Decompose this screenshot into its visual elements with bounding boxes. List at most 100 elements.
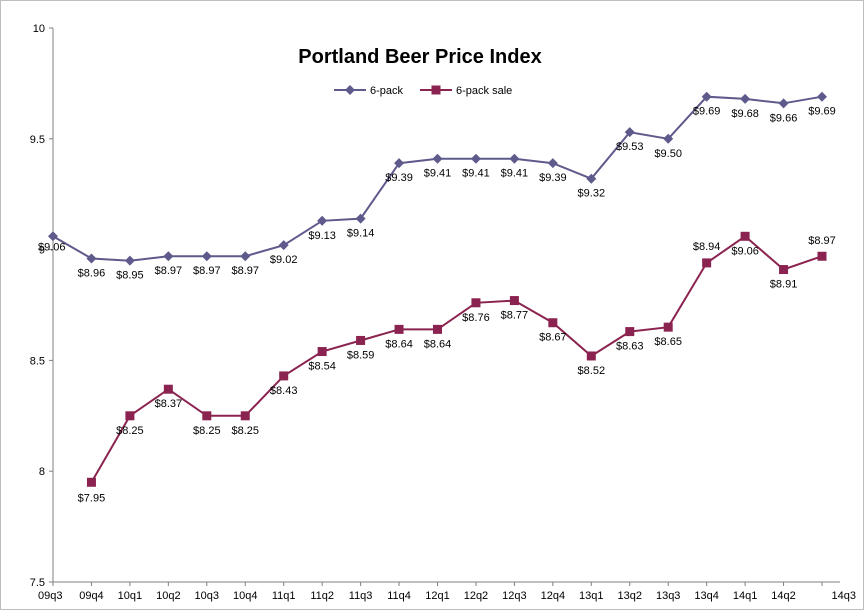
data-point-6-pack-12q3 (509, 153, 520, 164)
x-tick-label-14q2: 14q2 (771, 590, 795, 602)
data-label-6-pack-09q4: $8.96 (78, 267, 106, 279)
y-tick-label: 8.5 (30, 355, 45, 367)
x-tick-label-11q2: 11q2 (310, 590, 334, 602)
data-point-6-pack-sale-10q2 (163, 384, 173, 394)
data-label-6-pack-11q1: $9.02 (270, 254, 298, 266)
data-labels: $9.06 $8.96 $8.95 $8.97 $8.97 $8.97 $9.02 $9.13… (38, 106, 836, 505)
y-tick-label: 10 (33, 23, 45, 35)
x-tick-label-12q4: 12q4 (541, 590, 565, 602)
x-tick-label-10q2: 10q2 (156, 590, 180, 602)
x-tick-label-14q1: 14q1 (733, 590, 757, 602)
data-label-6-pack-14q3: $9.69 (808, 106, 836, 118)
data-point-6-pack-13q1 (586, 173, 597, 184)
x-tick-label-13q1: 13q1 (579, 590, 603, 602)
data-label-6-pack-13q3: $9.50 (654, 148, 682, 160)
series-markers (48, 91, 827, 487)
data-point-6-pack-12q1 (432, 153, 443, 164)
data-label-6-pack-13q2: $9.53 (616, 141, 644, 153)
series-line-6-pack-sale (90, 235, 823, 483)
data-label-6-pack-sale-13q1: $8.52 (578, 365, 606, 377)
x-tick-label-14q3: 14q3 (832, 590, 856, 602)
x-tick-label-11q1: 11q1 (272, 590, 296, 602)
x-tick-label-09q4: 09q4 (79, 590, 103, 602)
data-label-6-pack-sale-11q4: $8.64 (385, 338, 413, 350)
data-point-6-pack-sale-12q1 (433, 324, 442, 334)
data-point-6-pack-10q4 (240, 251, 251, 262)
legend-marker-6-pack-sale (431, 85, 441, 95)
data-point-6-pack-09q4 (86, 253, 97, 264)
x-tick-label-13q2: 13q2 (618, 590, 642, 602)
data-point-6-pack-sale-10q3 (202, 411, 212, 421)
y-axis-ticks: 7.5 8 8.5 9 9.5 10 (30, 23, 53, 589)
data-label-6-pack-sale-10q2: $8.37 (155, 398, 183, 410)
data-label-6-pack-14q1: $9.68 (731, 108, 759, 120)
data-point-6-pack-sale-14q3 (817, 251, 827, 261)
data-point-6-pack-sale-11q2 (317, 347, 327, 357)
data-label-6-pack-sale-12q3: $8.77 (501, 310, 529, 322)
data-point-6-pack-14q1 (740, 93, 751, 104)
data-label-6-pack-13q4: $9.69 (693, 106, 721, 118)
data-point-6-pack-14q3 (817, 91, 827, 102)
data-label-6-pack-sale-10q1: $8.25 (116, 425, 144, 437)
data-point-6-pack-sale-10q1 (125, 411, 135, 421)
data-point-6-pack-sale-09q4 (86, 477, 96, 487)
data-label-6-pack-11q2: $9.13 (308, 230, 336, 242)
data-point-6-pack-13q3 (663, 133, 674, 144)
data-point-6-pack-13q4 (701, 91, 712, 102)
data-point-6-pack-sale-10q4 (240, 411, 250, 421)
x-tick-label-13q4: 13q4 (694, 590, 718, 602)
x-tick-label-11q4: 11q4 (387, 590, 411, 602)
x-tick-label-10q3: 10q3 (195, 590, 219, 602)
data-point-6-pack-sale-11q1 (279, 371, 289, 381)
data-point-6-pack-sale-12q3 (509, 296, 519, 306)
data-point-6-pack-sale-14q2 (779, 265, 789, 275)
chart-title: Portland Beer Price Index (298, 46, 541, 68)
data-point-6-pack-09q3 (48, 231, 58, 242)
x-tick-label-10q1: 10q1 (118, 590, 142, 602)
data-label-6-pack-10q3: $8.97 (193, 265, 221, 277)
data-point-6-pack-11q3 (355, 213, 366, 224)
x-tick-label-10q4: 10q4 (233, 590, 257, 602)
data-label-6-pack-10q2: $8.97 (155, 265, 183, 277)
data-label-6-pack-sale-13q3: $8.65 (654, 336, 682, 348)
x-tick-label-12q1: 12q1 (425, 590, 449, 602)
data-label-6-pack-11q3: $9.14 (347, 228, 375, 240)
data-label-6-pack-sale-11q3: $8.59 (347, 349, 375, 361)
data-point-6-pack-13q2 (624, 127, 635, 138)
y-tick-label: 9 (39, 245, 45, 257)
legend: 6-pack 6-pack sale (334, 85, 512, 97)
data-point-6-pack-sale-11q3 (356, 335, 366, 345)
data-label-6-pack-09q3: $9.06 (38, 241, 66, 253)
data-label-6-pack-12q1: $9.41 (424, 168, 452, 180)
data-label-6-pack-sale-14q3: $8.97 (808, 235, 836, 247)
data-point-6-pack-11q4 (394, 158, 405, 169)
x-tick-label-13q3: 13q3 (656, 590, 680, 602)
legend-label-6-pack-sale: 6-pack sale (456, 85, 512, 97)
data-label-6-pack-12q4: $9.39 (539, 172, 567, 184)
data-label-6-pack-13q1: $9.32 (578, 188, 606, 200)
legend-label-6-pack: 6-pack (370, 85, 404, 97)
data-label-6-pack-sale-12q2: $8.76 (462, 312, 490, 324)
data-label-6-pack-sale-13q4: $8.94 (693, 241, 721, 253)
x-tick-label-09q3: 09q3 (38, 590, 62, 602)
data-point-6-pack-sale-11q4 (394, 324, 404, 334)
x-axis-ticks: 09q3 09q4 10q1 10q2 10q3 10q4 11q1 11q2 11q3 11q4… (38, 582, 856, 602)
y-tick-label: 9.5 (30, 134, 45, 146)
data-label-6-pack-sale-10q3: $8.25 (193, 425, 221, 437)
x-tick-label-12q3: 12q3 (502, 590, 526, 602)
data-point-6-pack-10q2 (163, 251, 174, 262)
legend-marker-6-pack (345, 85, 355, 95)
data-point-6-pack-sale-14q1 (740, 231, 750, 241)
data-point-6-pack-sale-12q4 (548, 318, 558, 328)
data-point-6-pack-10q3 (201, 251, 212, 262)
data-label-6-pack-sale-14q1: $9.06 (731, 245, 759, 257)
x-tick-label-12q2: 12q2 (464, 590, 488, 602)
data-label-6-pack-sale-11q2: $8.54 (308, 361, 336, 373)
y-tick-label: 7.5 (30, 577, 45, 589)
data-label-6-pack-sale-14q2: $8.91 (770, 279, 798, 291)
x-tick-label-11q3: 11q3 (349, 590, 373, 602)
data-point-6-pack-sale-13q1 (586, 351, 596, 361)
data-label-6-pack-sale-13q2: $8.63 (616, 341, 644, 353)
y-tick-label: 8 (39, 466, 45, 478)
